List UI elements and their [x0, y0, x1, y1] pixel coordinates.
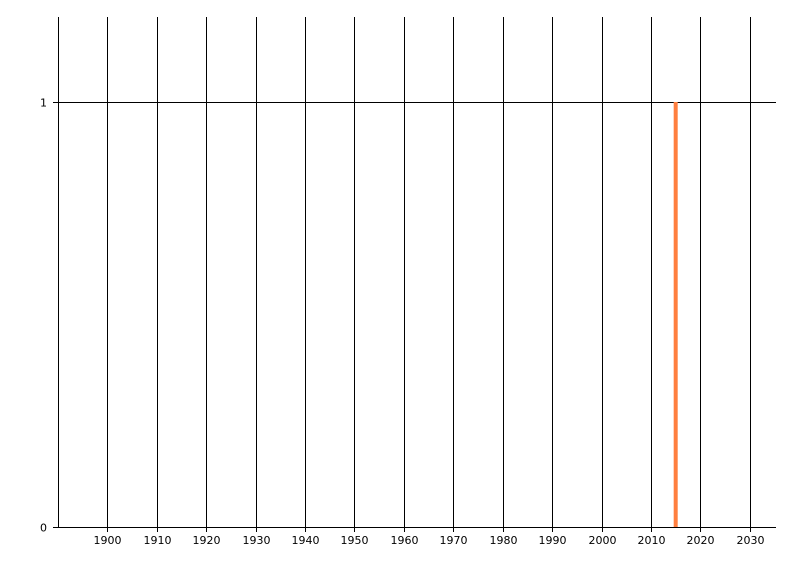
x-tick-label: 1930 [243, 534, 271, 547]
x-tick-label: 1940 [292, 534, 320, 547]
x-tick-label: 1950 [341, 534, 369, 547]
x-tick-label: 2030 [737, 534, 765, 547]
x-tick-label: 1960 [391, 534, 419, 547]
y-tick-label: 1 [40, 97, 47, 110]
y-tick-label: 0 [40, 522, 47, 535]
x-tick-label: 2020 [687, 534, 715, 547]
x-tick-label: 2000 [589, 534, 617, 547]
bar [673, 102, 678, 527]
x-tick-label: 1980 [490, 534, 518, 547]
x-tick-label: 1900 [94, 534, 122, 547]
x-tick-label: 2010 [638, 534, 666, 547]
x-tick-label: 1990 [539, 534, 567, 547]
x-tick-label: 1910 [144, 534, 172, 547]
x-tick-label: 1970 [440, 534, 468, 547]
x-tick-label: 1920 [193, 534, 221, 547]
